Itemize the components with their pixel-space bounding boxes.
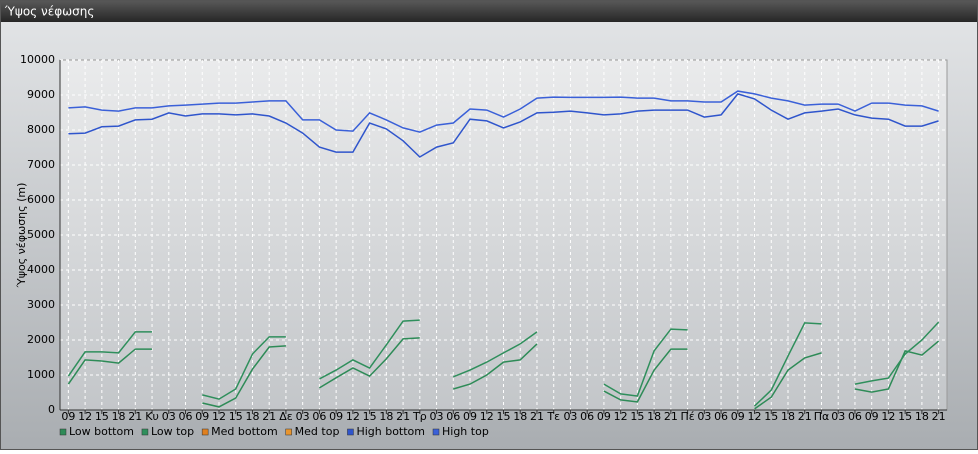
x-tick-label: 12 (212, 410, 226, 423)
x-tick-label: 15 (898, 410, 912, 423)
x-tick-label: 09 (731, 410, 745, 423)
x-tick-label: Τε (546, 410, 560, 423)
x-tick-label: 03 (697, 410, 711, 423)
x-tick-label: 15 (630, 410, 644, 423)
y-axis-label: Ύψος νέφωσης (m) (15, 183, 28, 289)
y-tick-label: 0 (48, 403, 55, 416)
x-tick-label: Κυ (145, 410, 159, 423)
x-tick-label: 15 (95, 410, 109, 423)
x-tick-label: 09 (195, 410, 209, 423)
legend-label: Low top (151, 425, 194, 438)
y-tick-label: 4000 (27, 263, 55, 276)
legend-label: Med top (295, 425, 340, 438)
x-tick-label: 21 (128, 410, 142, 423)
x-tick-label: 09 (61, 410, 75, 423)
y-tick-label: 6000 (27, 193, 55, 206)
x-tick-label: 18 (513, 410, 527, 423)
x-tick-label: 21 (664, 410, 678, 423)
x-tick-label: 09 (865, 410, 879, 423)
legend-swatch (285, 428, 292, 436)
series-line (68, 93, 939, 158)
x-tick-label: 09 (597, 410, 611, 423)
x-tick-label: 15 (497, 410, 511, 423)
x-tick-label: 18 (781, 410, 795, 423)
x-tick-label: 12 (480, 410, 494, 423)
x-tick-label: 06 (312, 410, 326, 423)
x-tick-label: 21 (798, 410, 812, 423)
x-tick-label: 03 (162, 410, 176, 423)
y-tick-label: 1000 (27, 368, 55, 381)
x-tick-label: 06 (580, 410, 594, 423)
legend-label: Low bottom (69, 425, 134, 438)
y-tick-label: 2000 (27, 333, 55, 346)
x-tick-label: 12 (614, 410, 628, 423)
x-tick-label: Πα (814, 410, 830, 423)
x-tick-label: 12 (346, 410, 360, 423)
x-tick-label: 12 (881, 410, 895, 423)
y-tick-label: 5000 (27, 228, 55, 241)
x-tick-label: 12 (748, 410, 762, 423)
y-tick-label: 9000 (27, 88, 55, 101)
series-line (67, 337, 940, 410)
legend-swatch (347, 428, 354, 436)
x-tick-label: 06 (714, 410, 728, 423)
x-tick-label: 12 (78, 410, 92, 423)
x-tick-label: 18 (245, 410, 259, 423)
y-tick-label: 8000 (27, 123, 55, 136)
legend-label: High bottom (356, 425, 425, 438)
legend-swatch (432, 428, 440, 436)
title-bar (0, 0, 978, 22)
series-line (67, 319, 940, 407)
x-tick-label: Δε (279, 410, 293, 423)
x-tick-label: 21 (396, 410, 410, 423)
x-tick-label: 03 (430, 410, 444, 423)
legend-swatch (201, 428, 209, 436)
x-tick-label: 21 (932, 410, 946, 423)
x-tick-label: 06 (179, 410, 193, 423)
y-tick-label: 3000 (27, 298, 55, 311)
x-tick-label: 06 (446, 410, 460, 423)
x-tick-label: 18 (647, 410, 661, 423)
y-tick-label: 10000 (20, 53, 55, 66)
legend-swatch (141, 428, 149, 436)
x-tick-label: 06 (848, 410, 862, 423)
x-tick-label: 03 (831, 410, 845, 423)
x-tick-label: 18 (915, 410, 929, 423)
x-tick-label: Πέ (680, 410, 694, 423)
x-tick-label: 15 (363, 410, 377, 423)
chart-title: Ύψος νέφωσης (4, 5, 94, 19)
x-tick-label: Τρ (412, 410, 427, 423)
x-tick-label: 09 (329, 410, 343, 423)
x-tick-label: 15 (229, 410, 243, 423)
legend-label: High top (442, 425, 489, 438)
x-tick-label: 21 (530, 410, 544, 423)
x-tick-label: 09 (463, 410, 477, 423)
x-tick-label: 03 (296, 410, 310, 423)
x-tick-label: 15 (764, 410, 778, 423)
y-tick-label: 7000 (27, 158, 55, 171)
x-tick-label: 21 (262, 410, 276, 423)
legend-label: Med bottom (211, 425, 278, 438)
x-tick-label: 03 (563, 410, 577, 423)
x-tick-label: 18 (112, 410, 126, 423)
x-tick-label: 18 (379, 410, 393, 423)
legend-swatch (59, 428, 67, 436)
series-line (68, 90, 939, 133)
